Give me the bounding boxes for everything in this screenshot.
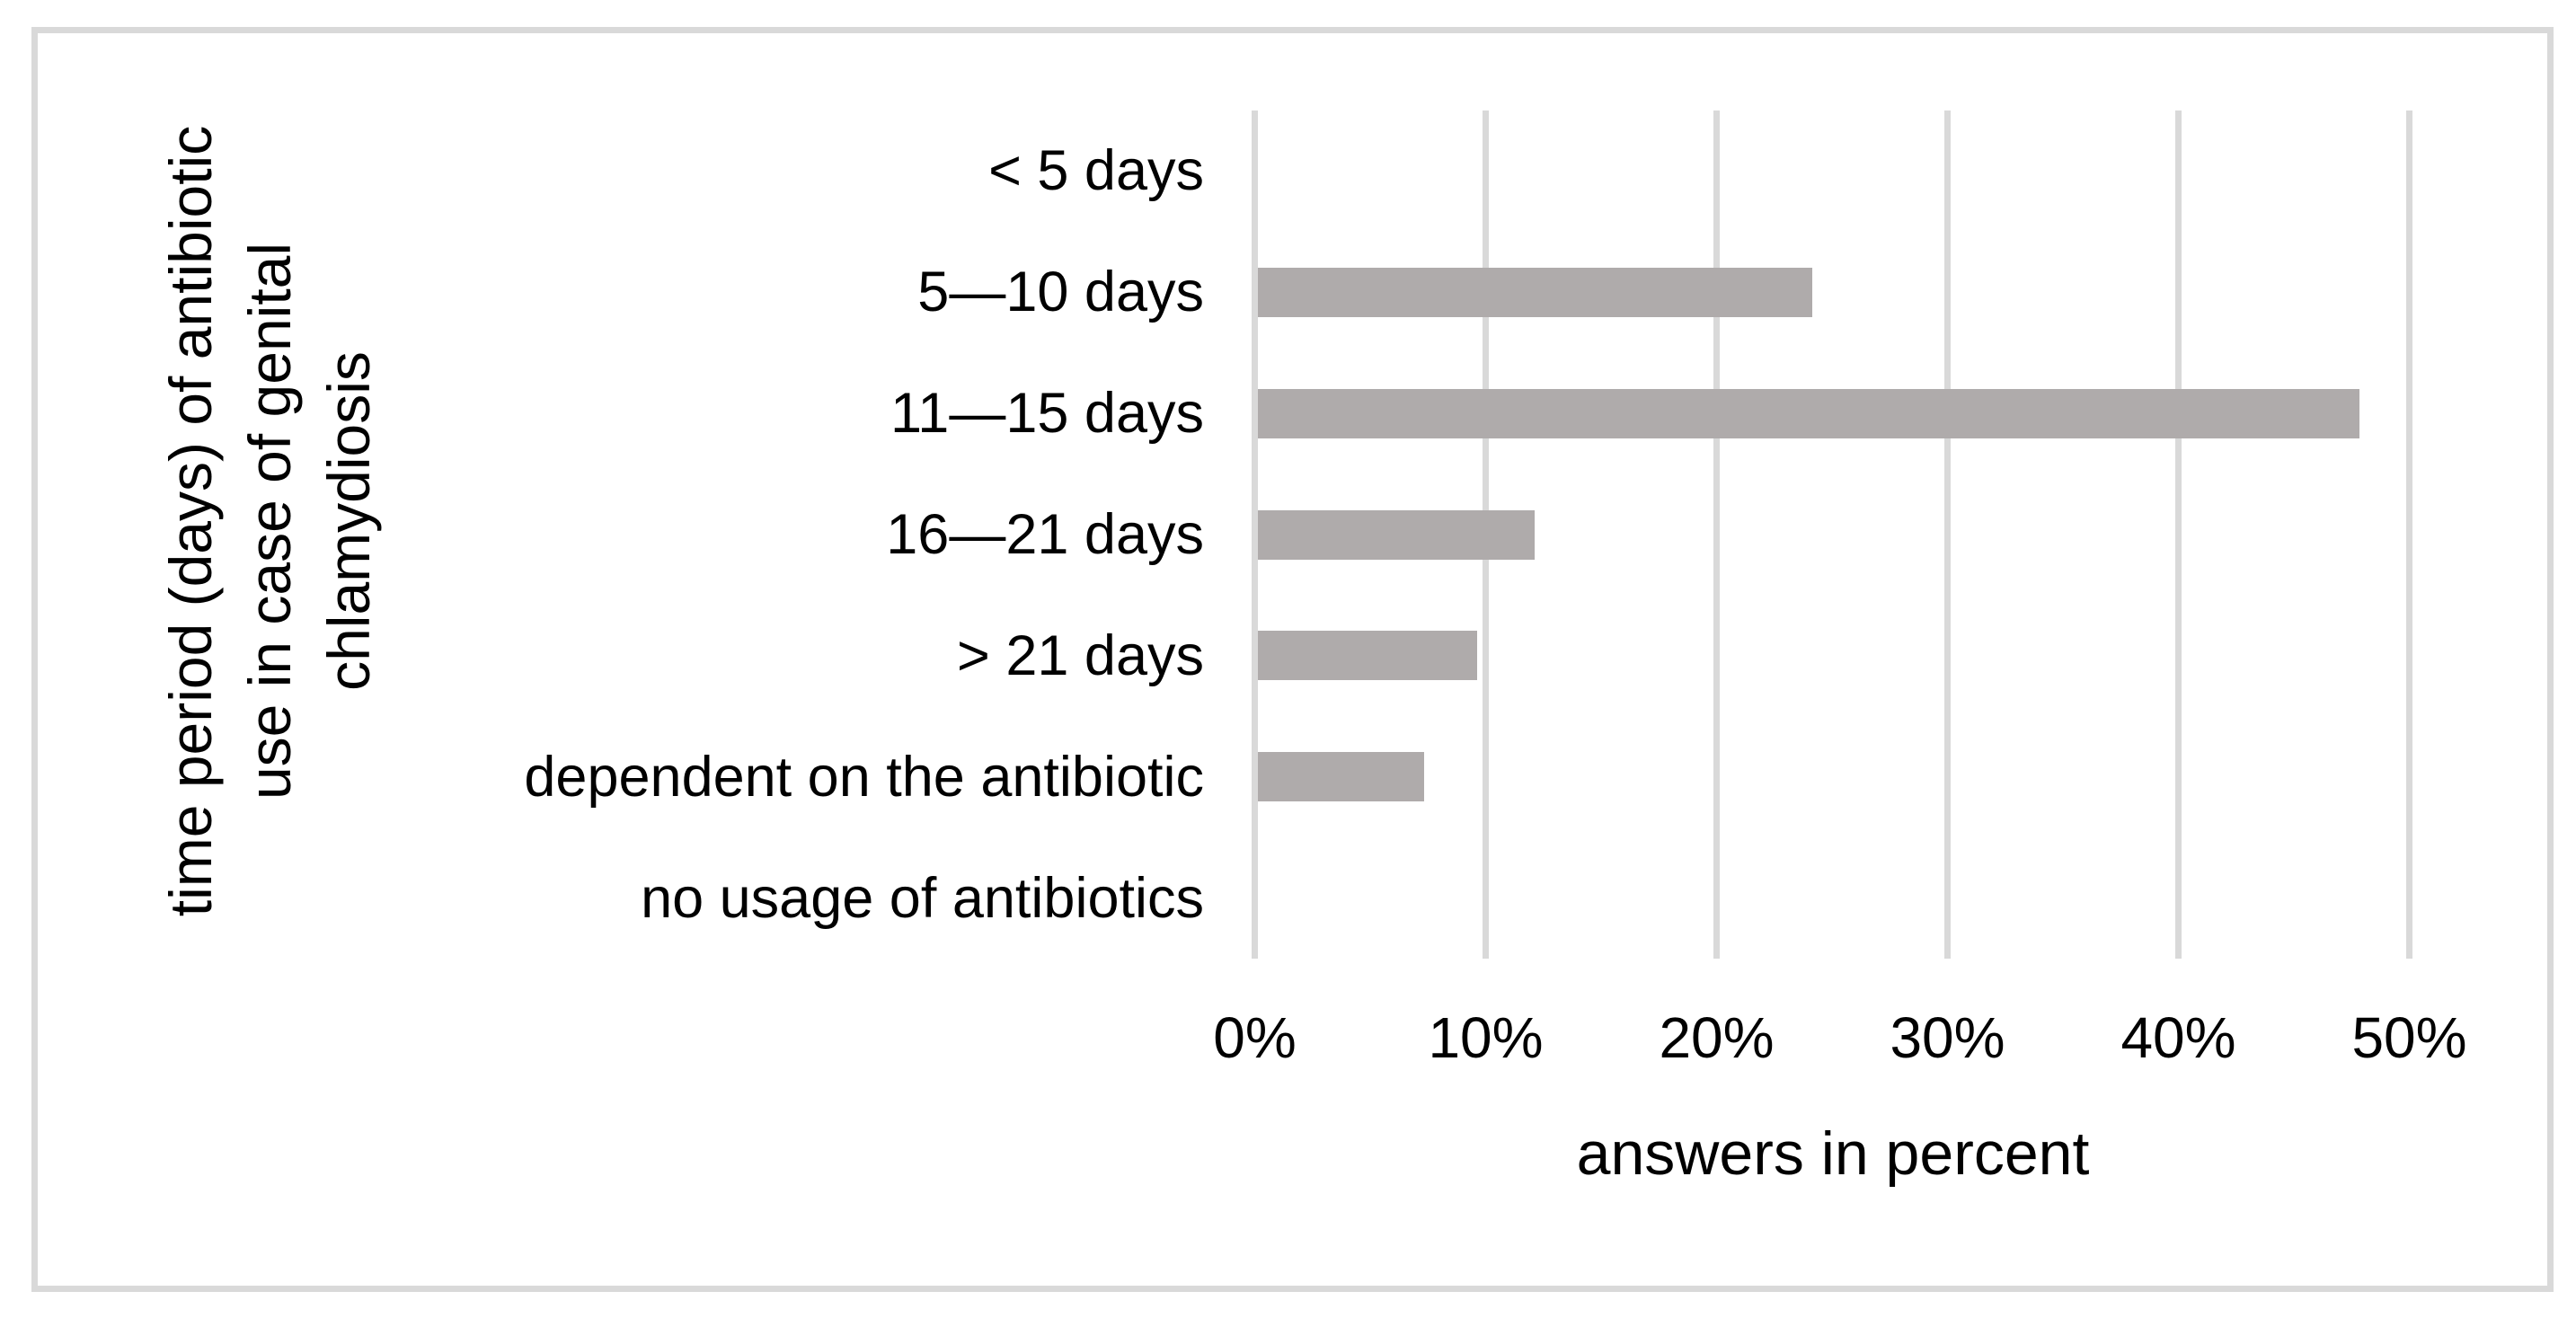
category-axis-labels: < 5 days 5—10 days 11—15 days 16—21 days > 2…	[341, 111, 1204, 959]
x-tick-label: 40%	[2120, 1005, 2236, 1070]
gridline-30	[1944, 111, 1951, 959]
x-tick-label: 10%	[1428, 1005, 1544, 1070]
category-label: 16—21 days	[886, 503, 1204, 566]
gridline-20	[1713, 111, 1720, 959]
bar-row	[1258, 837, 2412, 959]
bar-row	[1258, 353, 2412, 474]
category-label: 11—15 days	[890, 382, 1204, 446]
bar-row	[1258, 595, 2412, 716]
y-axis-title-line-1: time period (days) of antibiotic	[157, 125, 224, 917]
bar-row	[1258, 232, 2412, 353]
bar-row	[1258, 111, 2412, 232]
category-label: > 21 days	[957, 624, 1204, 687]
gridline-0	[1252, 111, 1258, 959]
category-label: 5—10 days	[917, 261, 1204, 324]
bar	[1258, 631, 1478, 681]
x-tick-label: 50%	[2351, 1005, 2467, 1070]
gridline-50	[2406, 111, 2412, 959]
bar-row	[1258, 474, 2412, 596]
bar-series	[1258, 111, 2412, 959]
category-label: < 5 days	[988, 139, 1204, 203]
bar	[1258, 509, 1536, 560]
figure-border	[31, 27, 2554, 1292]
bar	[1258, 267, 1812, 317]
x-axis-tick-labels: 0% 10% 20% 30% 40% 50%	[0, 1004, 2576, 1085]
bar	[1258, 388, 2359, 438]
x-tick-label: 30%	[1890, 1005, 2005, 1070]
category-label: dependent on the antibiotic	[524, 745, 1204, 809]
bar	[1258, 752, 1425, 802]
y-axis-title-line-2: use in case of genital	[236, 242, 303, 801]
x-tick-label: 20%	[1659, 1005, 1775, 1070]
gridline-40	[2175, 111, 2182, 959]
x-tick-label: 0%	[1213, 1005, 1297, 1070]
bar-row	[1258, 716, 2412, 837]
category-label: no usage of antibiotics	[641, 866, 1204, 930]
x-axis-title: answers in percent	[1576, 1119, 2090, 1188]
